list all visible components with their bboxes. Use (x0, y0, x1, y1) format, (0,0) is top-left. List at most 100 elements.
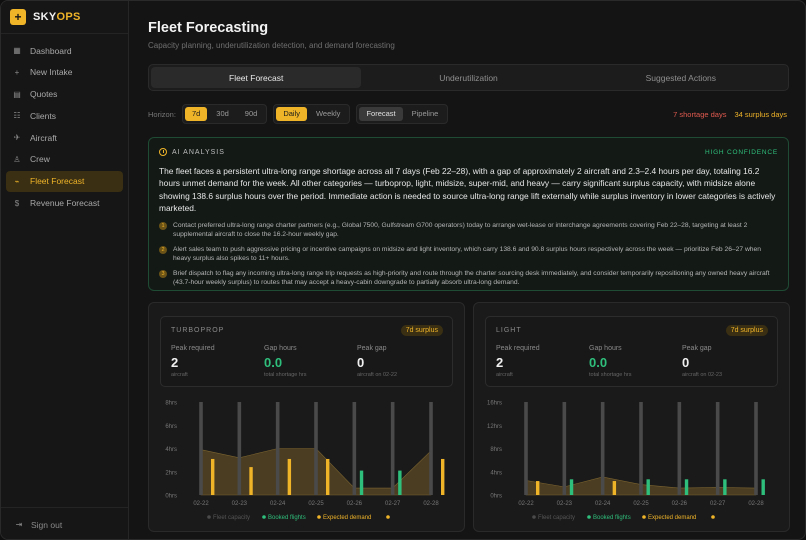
y-tick-label: 4hrs (490, 470, 502, 476)
stat-value: 2 (171, 355, 179, 370)
expected-demand-bar (536, 481, 540, 495)
expected-demand-bar (441, 458, 445, 495)
stat-label: Peak gap (357, 345, 387, 352)
y-tick-label: 8hrs (165, 401, 177, 407)
capacity-bar (715, 402, 720, 495)
recommendation-text: Brief dispatch to flag any incoming ultr… (173, 270, 770, 286)
brand-name-sky: SKY (33, 11, 57, 23)
stat-gap-hours: Gap hours 0.0 total shortage hrs (264, 345, 307, 378)
y-tick-label: 8hrs (490, 447, 502, 453)
x-tick-label: 02-27 (710, 501, 726, 507)
sign-out-button[interactable]: ⇥ Sign out (1, 507, 128, 539)
capacity-bar (390, 402, 395, 495)
x-tick-label: 02-24 (595, 501, 611, 507)
horizon-selector: 7d 30d 90d (181, 104, 268, 124)
booked-flights-bar (761, 479, 765, 495)
capacity-bar (600, 402, 605, 495)
booked-flights-bar (646, 479, 650, 495)
dollar-icon: $ (14, 198, 20, 208)
granularity-daily-button[interactable]: Daily (276, 107, 307, 121)
stat-value: 0 (682, 355, 690, 370)
sidebar-divider (1, 33, 128, 34)
sidebar-item-label: Crew (30, 154, 50, 165)
stat-value: 0 (357, 355, 365, 370)
chart-icon: ⌁ (14, 176, 20, 186)
brand-name: SKYOPS (33, 11, 81, 23)
granularity-selector: Daily Weekly (273, 104, 351, 124)
brand-name-ops: OPS (56, 11, 81, 23)
x-tick-label: 02-25 (633, 501, 649, 507)
stat-sub: total shortage hrs (589, 372, 632, 378)
dashboard-icon: ▦ (13, 46, 21, 55)
sign-out-icon: ⇥ (15, 520, 23, 529)
expected-demand-bar (287, 458, 292, 495)
stat-sub: aircraft on 02-23 (682, 372, 723, 378)
ai-recommendations: 1 Contact preferred ultra-long range char… (159, 221, 778, 293)
sidebar-item-revenue-forecast[interactable]: $ Revenue Forecast (6, 193, 123, 214)
legend-swatch (587, 515, 591, 519)
plus-icon: + (14, 67, 20, 77)
recommendation-number: 3 (159, 269, 167, 278)
booked-flights-bar (684, 479, 689, 495)
capacity-bar (754, 402, 758, 495)
category-card-light: LIGHT 7d surplus Peak required 2 aircraft Gap… (473, 302, 790, 532)
sidebar-item-fleet-forecast[interactable]: ⌁ Fleet Forecast (6, 170, 123, 192)
mode-forecast-button[interactable]: Forecast (359, 107, 403, 121)
horizon-90d-button[interactable]: 90d (244, 109, 258, 119)
y-tick-label: 0hrs (165, 494, 177, 500)
ai-analysis-label: AI ANALYSIS (172, 148, 225, 156)
booked-flights-bar (398, 470, 402, 495)
legend-swatch (207, 515, 211, 519)
surplus-days: 34 surplus days (734, 109, 787, 119)
stat-label: Peak gap (682, 345, 712, 352)
x-tick-label: 02-27 (385, 501, 401, 507)
expected-demand-bar (249, 467, 253, 495)
tab-underutilization[interactable]: Underutilization (439, 72, 498, 83)
sidebar-item-dashboard[interactable]: ▦ Dashboard (6, 40, 123, 61)
recommendation-item: 2 Alert sales team to push aggressive pri… (159, 245, 778, 263)
stat-label: Gap hours (589, 345, 622, 352)
recommendation-number: 1 (159, 221, 167, 230)
sidebar-item-aircraft[interactable]: ✈ Aircraft (6, 127, 123, 148)
x-tick-label: 02-23 (557, 501, 573, 507)
brand[interactable]: + SKYOPS (1, 1, 128, 33)
sidebar-item-quotes[interactable]: ▤ Quotes (6, 84, 123, 105)
legend-label: Expected demand (648, 515, 696, 521)
sidebar-item-label: New Intake (30, 67, 73, 78)
stat-peak-gap: Peak gap 0 aircraft on 02-23 (682, 345, 722, 378)
info-icon (159, 148, 167, 156)
recommendation-number: 2 (159, 245, 167, 254)
recommendation-item: 1 Contact preferred ultra-long range char… (159, 221, 778, 239)
sign-out-label: Sign out (31, 519, 63, 530)
stat-peak-required: Peak required 2 aircraft (171, 345, 215, 378)
legend-swatch (532, 515, 536, 519)
stats-box: TURBOPROP 7d surplus Peak required 2 aircraf… (160, 316, 453, 387)
legend-label: Booked flights (593, 515, 631, 521)
mode-pipeline-button[interactable]: Pipeline (411, 109, 439, 119)
horizon-7d-button[interactable]: 7d (184, 107, 208, 121)
stat-sub: total shortage hrs (264, 372, 307, 378)
sidebar-item-label: Aircraft (30, 132, 57, 143)
x-tick-label: 02-26 (347, 501, 363, 507)
sidebar-item-clients[interactable]: ☷ Clients (6, 105, 123, 126)
sidebar-item-new-intake[interactable]: + New Intake (6, 62, 123, 83)
stat-value: 0.0 (264, 355, 283, 370)
granularity-weekly-button[interactable]: Weekly (315, 109, 341, 119)
stat-value: 2 (496, 355, 504, 370)
capacity-bar (352, 402, 357, 495)
brand-logo-icon: + (10, 9, 26, 25)
stat-sub: aircraft on 02-22 (357, 372, 398, 378)
legend-swatch (262, 515, 266, 519)
document-icon: ▤ (13, 89, 21, 99)
y-tick-label: 16hrs (487, 401, 502, 407)
expected-demand-bar (612, 481, 617, 495)
capacity-bar (314, 402, 318, 495)
horizon-30d-button[interactable]: 30d (216, 109, 229, 119)
sidebar-item-crew[interactable]: ♙ Crew (6, 149, 123, 170)
capacity-bar (275, 402, 280, 495)
tab-fleet-forecast[interactable]: Fleet Forecast (151, 67, 362, 88)
legend-marker (711, 515, 715, 519)
page-title: Fleet Forecasting (148, 20, 269, 36)
tab-suggested-actions[interactable]: Suggested Actions (645, 72, 717, 83)
